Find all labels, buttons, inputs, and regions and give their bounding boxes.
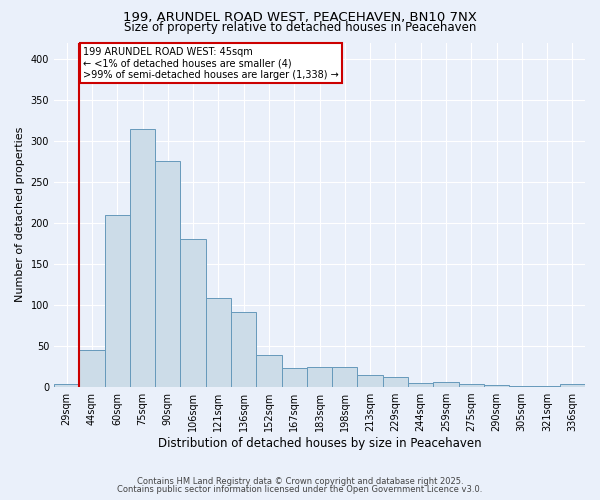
X-axis label: Distribution of detached houses by size in Peacehaven: Distribution of detached houses by size …	[158, 437, 481, 450]
Bar	[458, 384, 484, 387]
Bar	[231, 312, 256, 387]
Bar	[256, 355, 281, 387]
Bar	[206, 298, 231, 387]
Bar	[307, 366, 332, 387]
Text: Contains public sector information licensed under the Open Government Licence v3: Contains public sector information licen…	[118, 485, 482, 494]
Bar	[54, 384, 79, 387]
Bar	[332, 366, 358, 387]
Text: 199 ARUNDEL ROAD WEST: 45sqm
← <1% of detached houses are smaller (4)
>99% of se: 199 ARUNDEL ROAD WEST: 45sqm ← <1% of de…	[83, 46, 339, 80]
Bar	[535, 386, 560, 387]
Bar	[281, 368, 307, 387]
Bar	[104, 215, 130, 387]
Bar	[130, 128, 155, 387]
Bar	[358, 375, 383, 387]
Bar	[79, 350, 104, 387]
Bar	[155, 162, 181, 387]
Bar	[560, 384, 585, 387]
Bar	[181, 240, 206, 387]
Text: 199, ARUNDEL ROAD WEST, PEACEHAVEN, BN10 7NX: 199, ARUNDEL ROAD WEST, PEACEHAVEN, BN10…	[123, 11, 477, 24]
Bar	[408, 383, 433, 387]
Text: Contains HM Land Registry data © Crown copyright and database right 2025.: Contains HM Land Registry data © Crown c…	[137, 477, 463, 486]
Y-axis label: Number of detached properties: Number of detached properties	[15, 127, 25, 302]
Bar	[484, 384, 509, 387]
Bar	[509, 386, 535, 387]
Bar	[383, 377, 408, 387]
Bar	[433, 382, 458, 387]
Text: Size of property relative to detached houses in Peacehaven: Size of property relative to detached ho…	[124, 22, 476, 35]
